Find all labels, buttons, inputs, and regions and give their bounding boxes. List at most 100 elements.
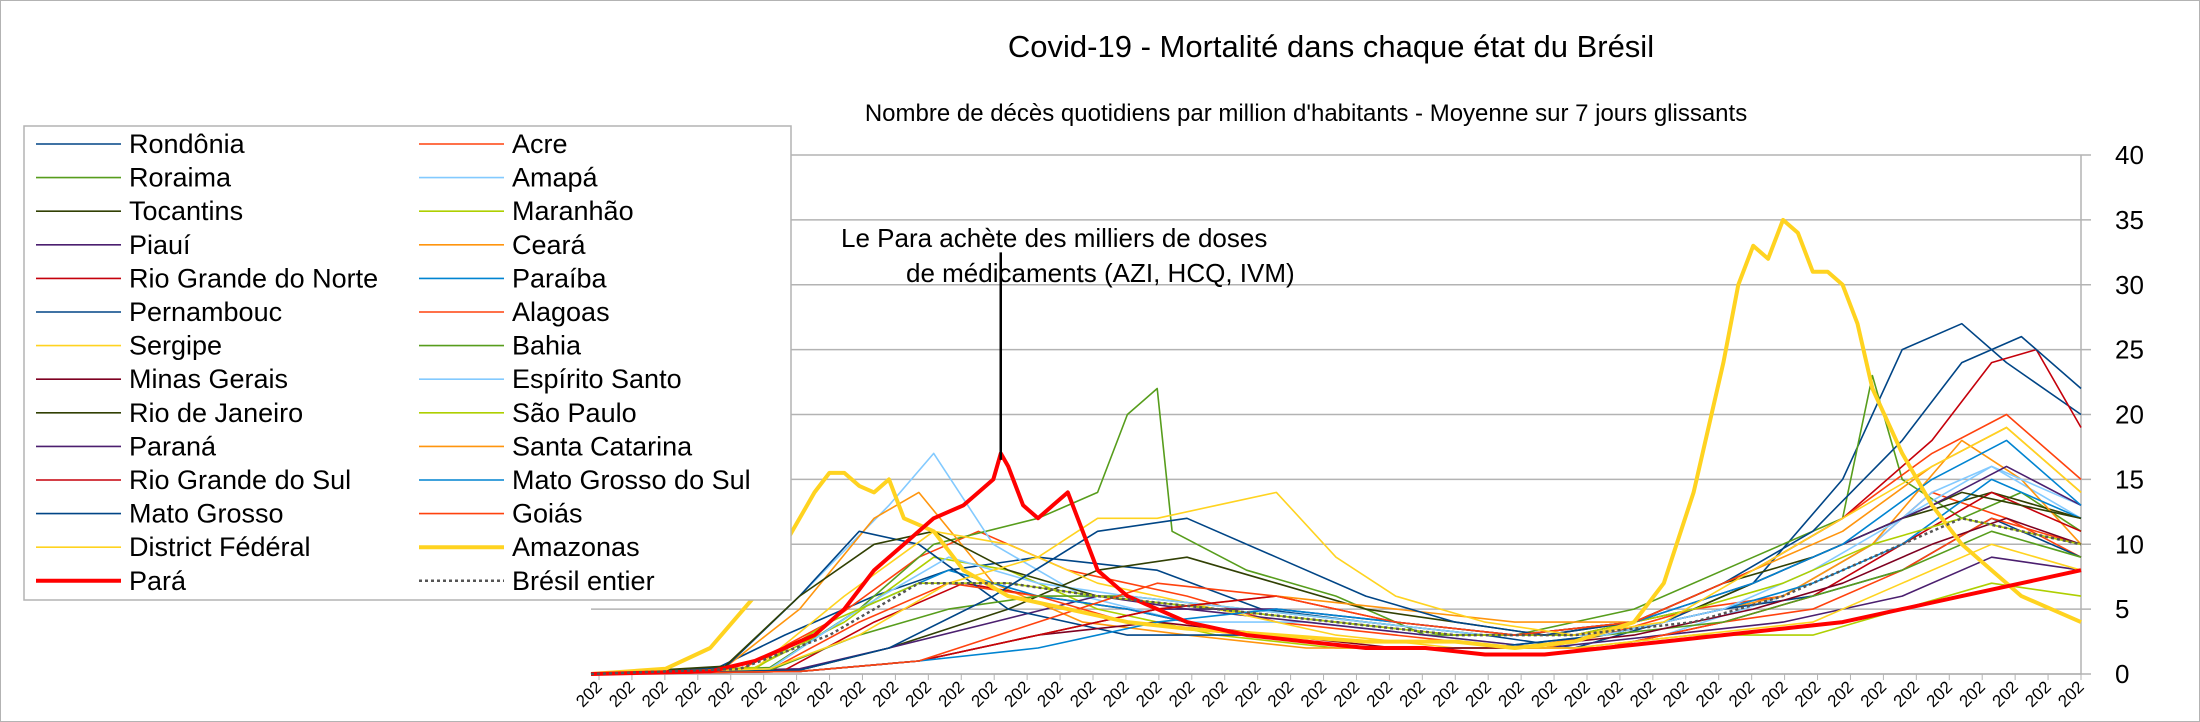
x-tick-label: 202 [1857, 677, 1890, 710]
series-line-15 [590, 465, 2082, 675]
legend-label-5: Maranhão [512, 196, 634, 226]
x-tick-label: 202 [1099, 677, 1132, 710]
x-tick-label: 202 [1264, 677, 1297, 710]
series-line-6 [590, 556, 2082, 675]
x-tick-label: 202 [1659, 677, 1692, 710]
y-tick-label: 15 [2115, 464, 2144, 494]
legend-label-4: Tocantins [129, 196, 243, 226]
x-tick-label: 202 [1198, 677, 1231, 710]
chart-title: Covid-19 - Mortalité dans chaque état du… [1008, 29, 1654, 64]
series-line-25 [590, 217, 2082, 676]
series-line-26 [590, 451, 2082, 676]
legend-label-0: Rondônia [129, 129, 246, 159]
legend-label-6: Piauí [129, 230, 191, 260]
legend-label-23: Goiás [512, 499, 583, 529]
y-tick-label: 0 [2115, 659, 2129, 689]
legend-label-16: Rio de Janeiro [129, 398, 303, 428]
grid-lines [591, 154, 2081, 675]
legend-box [23, 125, 792, 601]
legend-label-18: Paraná [129, 431, 217, 461]
x-axis: 202 202 202 202 202 202 202 202 202 202 202 202 202 2… [572, 673, 2088, 711]
x-tick-label: 202 [1692, 677, 1725, 710]
x-tick-label: 202 [1132, 677, 1165, 710]
y-axis: 0 5 10 15 20 25 30 35 40 [2080, 140, 2144, 689]
x-tick-label: 202 [572, 677, 605, 710]
y-tick-label: 30 [2115, 270, 2144, 300]
series-line-27 [590, 517, 2082, 676]
legend-label-22: Mato Grosso [129, 499, 284, 529]
legend-label-3: Amapá [512, 163, 599, 193]
legend-label-25: Amazonas [512, 532, 640, 562]
legend-label-15: Espírito Santo [512, 364, 682, 394]
legend-label-14: Minas Gerais [129, 364, 288, 394]
legend-label-20: Rio Grande do Sul [129, 465, 351, 495]
legend-label-10: Pernambouc [129, 297, 282, 327]
x-tick-label: 202 [671, 677, 704, 710]
x-tick-label: 202 [1363, 677, 1396, 710]
x-tick-label: 202 [1494, 677, 1527, 710]
x-tick-label: 202 [1791, 677, 1824, 710]
annotation-line-2: de médicaments (AZI, HCQ, IVM) [906, 258, 1295, 288]
x-tick-label: 202 [1560, 677, 1593, 710]
plot-lines [590, 217, 2082, 676]
legend-label-19: Santa Catarina [512, 431, 693, 461]
x-tick-label: 202 [1725, 677, 1758, 710]
y-tick-label: 40 [2115, 140, 2144, 170]
x-tick-label: 202 [1626, 677, 1659, 710]
x-tick-label: 202 [1000, 677, 1033, 710]
x-tick-label: 202 [1330, 677, 1363, 710]
x-tick-label: 202 [803, 677, 836, 710]
x-tick-label: 202 [1429, 677, 1462, 710]
legend-label-21: Mato Grosso do Sul [512, 465, 751, 495]
x-tick-label: 202 [2021, 677, 2054, 710]
x-tick-label: 202 [1066, 677, 1099, 710]
y-tick-label: 25 [2115, 335, 2144, 365]
x-tick-label: 202 [836, 677, 869, 710]
annotation-line-1: Le Para achète des milliers de doses [841, 223, 1267, 253]
series-line-17 [590, 517, 2082, 675]
x-tick-label: 202 [968, 677, 1001, 710]
legend-label-27: Brésil entier [512, 566, 655, 596]
legend-label-24: District Fédéral [129, 532, 311, 562]
annotation: Le Para achète des milliers de doses de m… [841, 223, 1295, 460]
x-tick-label: 202 [1593, 677, 1626, 710]
y-tick-label: 10 [2115, 529, 2144, 559]
x-tick-label: 202 [902, 677, 935, 710]
series-line-12 [590, 530, 2082, 675]
x-tick-label: 202 [1890, 677, 1923, 710]
x-tick-label: 202 [1462, 677, 1495, 710]
x-tick-label: 202 [1527, 677, 1560, 710]
x-tick-label: 202 [2054, 677, 2087, 710]
x-tick-label: 202 [1824, 677, 1857, 710]
legend-label-7: Ceará [512, 230, 587, 260]
series-line-22 [590, 335, 2082, 675]
y-tick-label: 5 [2115, 594, 2129, 624]
series-line-23 [590, 413, 2082, 675]
x-tick-label: 202 [1988, 677, 2021, 710]
y-tick-label: 20 [2115, 400, 2144, 430]
legend: Rondônia Acre Roraima Amapá Tocantins Maranhã… [23, 125, 792, 601]
x-tick-label: 202 [1923, 677, 1956, 710]
series-line-24 [590, 426, 2082, 675]
legend-label-9: Paraíba [512, 263, 608, 293]
x-tick-label: 202 [869, 677, 902, 710]
x-tick-label: 202 [770, 677, 803, 710]
x-tick-label: 202 [704, 677, 737, 710]
x-tick-label: 202 [1165, 677, 1198, 710]
y-tick-label: 35 [2115, 205, 2144, 235]
x-tick-label: 202 [1033, 677, 1066, 710]
series-line-2 [590, 374, 2082, 675]
legend-label-17: São Paulo [512, 398, 637, 428]
x-tick-label: 202 [1396, 677, 1429, 710]
x-tick-label: 202 [1758, 677, 1791, 710]
series-line-7 [590, 439, 2082, 675]
x-tick-label: 202 [1956, 677, 1989, 710]
legend-label-26: Pará [129, 566, 187, 596]
legend-label-11: Alagoas [512, 297, 610, 327]
x-tick-label: 202 [638, 677, 671, 710]
chart-subtitle: Nombre de décès quotidiens par million d… [865, 100, 1747, 127]
legend-label-8: Rio Grande do Norte [129, 263, 378, 293]
x-tick-label: 202 [1297, 677, 1330, 710]
x-tick-label: 202 [1231, 677, 1264, 710]
